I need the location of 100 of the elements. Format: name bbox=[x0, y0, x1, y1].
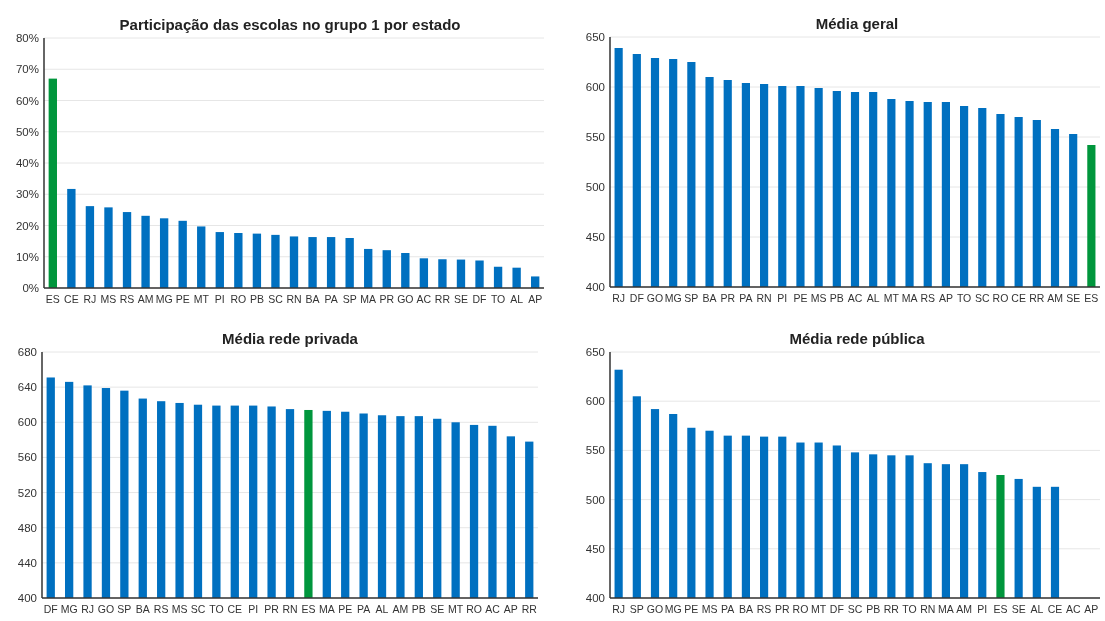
x-tick-label: MT bbox=[448, 603, 464, 615]
x-tick-label: MS bbox=[810, 292, 827, 304]
x-tick-label: MT bbox=[811, 603, 827, 615]
y-tick-label: 680 bbox=[17, 346, 37, 359]
x-tick-label: AL bbox=[510, 293, 524, 305]
x-tick-label: DF bbox=[829, 603, 844, 615]
x-tick-label: SP bbox=[629, 603, 644, 615]
x-tick-label: RR bbox=[883, 603, 900, 615]
x-tick-label: ES bbox=[1084, 292, 1099, 304]
x-tick-label: DF bbox=[43, 603, 58, 615]
y-tick-label: 650 bbox=[585, 31, 605, 44]
x-tick-label: SC bbox=[847, 603, 863, 615]
chart-title: Média rede pública bbox=[789, 330, 926, 347]
bar bbox=[419, 258, 429, 288]
bar bbox=[215, 232, 224, 288]
bar bbox=[382, 250, 391, 288]
x-tick-label: BA bbox=[738, 603, 753, 615]
x-tick-label: AP bbox=[938, 292, 953, 304]
bar bbox=[234, 233, 243, 288]
x-tick-label: SE bbox=[453, 293, 468, 305]
x-tick-label: RJ bbox=[83, 293, 97, 305]
x-tick-label: AC bbox=[1065, 603, 1081, 615]
bar bbox=[308, 237, 317, 288]
x-tick-label: CE bbox=[1011, 292, 1026, 304]
y-tick-label: 450 bbox=[585, 231, 605, 244]
y-tick-label: 500 bbox=[585, 493, 605, 506]
bar bbox=[252, 233, 262, 288]
x-tick-label: ES bbox=[993, 603, 1008, 615]
y-tick-label: 550 bbox=[585, 444, 605, 457]
y-tick-label: 60% bbox=[15, 94, 39, 107]
bar bbox=[271, 234, 280, 288]
x-tick-label: PI bbox=[214, 293, 225, 305]
x-tick-label: PB bbox=[866, 603, 881, 615]
y-tick-label: 0% bbox=[22, 282, 39, 295]
x-tick-label: SP bbox=[117, 603, 132, 615]
x-tick-label: MT bbox=[193, 293, 210, 305]
x-tick-label: GO bbox=[397, 293, 414, 305]
x-tick-label: PE bbox=[175, 293, 190, 305]
x-tick-label: BA bbox=[135, 603, 150, 615]
x-tick-label: CE bbox=[1047, 603, 1063, 615]
x-tick-label: PE bbox=[684, 603, 699, 615]
x-tick-label: MG bbox=[60, 603, 78, 615]
x-tick-label: PI bbox=[777, 292, 788, 304]
x-tick-label: TO bbox=[956, 292, 972, 304]
x-tick-label: MA bbox=[901, 292, 918, 304]
x-tick-label: AM bbox=[956, 603, 972, 615]
x-tick-label: MS bbox=[701, 603, 718, 615]
y-tick-label: 550 bbox=[585, 131, 605, 144]
x-tick-label: RS bbox=[153, 603, 169, 615]
y-tick-label: 480 bbox=[17, 521, 37, 534]
chart-title: Média geral bbox=[815, 15, 899, 32]
x-tick-label: RR bbox=[434, 293, 451, 305]
x-tick-label: DF bbox=[472, 293, 487, 305]
y-tick-label: 650 bbox=[585, 346, 605, 359]
x-tick-label: AP bbox=[503, 603, 518, 615]
y-tick-label: 640 bbox=[17, 381, 37, 394]
x-tick-label: RJ bbox=[612, 292, 626, 304]
x-tick-label: PR bbox=[379, 293, 395, 305]
x-tick-label: PI bbox=[248, 603, 259, 615]
x-tick-label: TO bbox=[209, 603, 224, 615]
y-tick-label: 30% bbox=[15, 188, 39, 201]
bar bbox=[401, 253, 410, 288]
x-tick-label: AL bbox=[375, 603, 389, 615]
bar bbox=[364, 248, 373, 288]
bar bbox=[326, 237, 336, 288]
x-tick-label: MS bbox=[171, 603, 188, 615]
x-tick-label: TO bbox=[902, 603, 917, 615]
x-tick-label: RO bbox=[992, 292, 1009, 304]
y-tick-label: 10% bbox=[15, 250, 39, 263]
y-tick-label: 400 bbox=[585, 281, 605, 294]
chart-title: Participação das escolas no grupo 1 por estado bbox=[119, 16, 461, 33]
y-tick-label: 40% bbox=[15, 157, 39, 170]
y-tick-label: 500 bbox=[585, 181, 605, 194]
x-tick-label: AP bbox=[1084, 603, 1099, 615]
x-tick-label: PB bbox=[829, 292, 844, 304]
y-tick-label: 70% bbox=[15, 63, 39, 76]
y-tick-label: 560 bbox=[17, 451, 37, 464]
x-tick-label: PI bbox=[977, 603, 988, 615]
x-tick-label: BA bbox=[305, 293, 320, 305]
x-tick-label: RO bbox=[230, 293, 247, 305]
x-tick-label: DF bbox=[629, 292, 644, 304]
x-tick-label: AC bbox=[847, 292, 863, 304]
y-tick-label: 400 bbox=[17, 592, 37, 605]
bar bbox=[122, 212, 132, 288]
x-tick-label: RN bbox=[756, 292, 772, 304]
x-tick-label: AM bbox=[137, 293, 154, 305]
bar bbox=[438, 259, 447, 288]
x-tick-label: MS bbox=[100, 293, 117, 305]
x-tick-label: SC bbox=[268, 293, 284, 305]
bar bbox=[456, 259, 466, 288]
x-tick-label: AP bbox=[528, 293, 543, 305]
x-tick-label: SE bbox=[1066, 292, 1081, 304]
x-tick-label: AL bbox=[1030, 603, 1044, 615]
y-tick-label: 600 bbox=[585, 395, 605, 408]
x-tick-label: AM bbox=[1047, 292, 1063, 304]
x-tick-label: ES bbox=[45, 293, 60, 305]
x-tick-label: RR bbox=[1029, 292, 1045, 304]
x-tick-label: RO bbox=[466, 603, 482, 615]
y-tick-label: 80% bbox=[15, 32, 39, 45]
x-tick-label: SP bbox=[684, 292, 699, 304]
